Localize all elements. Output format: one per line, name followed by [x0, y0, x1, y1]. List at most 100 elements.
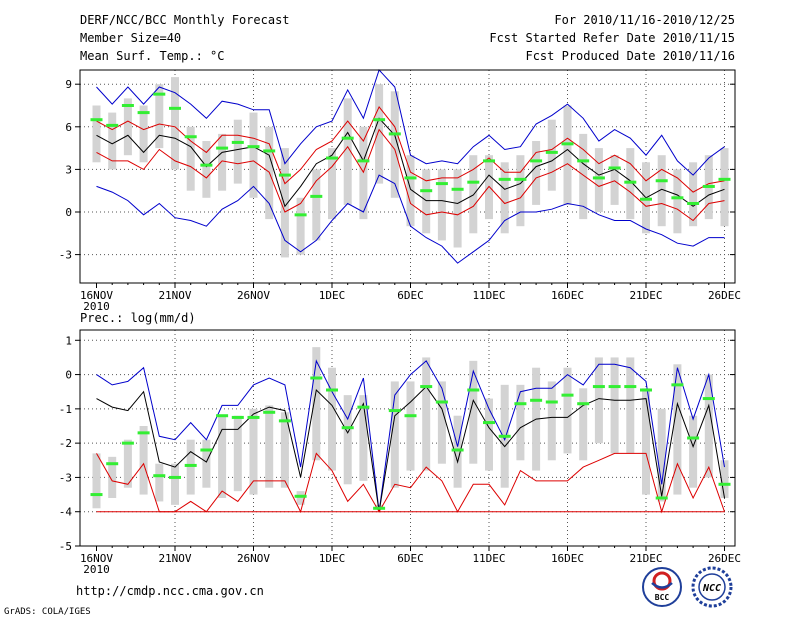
temp-median-marker	[435, 182, 448, 186]
prec-box	[626, 357, 635, 454]
temp-box	[453, 169, 462, 248]
prec-xtick-label: 21DEC	[629, 552, 662, 565]
temp-median-marker	[545, 150, 558, 154]
prec-median-marker	[530, 398, 543, 402]
temp-median-marker	[404, 176, 417, 180]
prec-line-mean	[96, 385, 725, 512]
prec-median-marker	[169, 475, 181, 479]
prec-median-marker	[624, 385, 637, 389]
prec-box	[359, 395, 368, 481]
temp-median-marker	[718, 177, 731, 181]
temp-box	[437, 169, 446, 241]
prec-median-marker	[545, 400, 558, 404]
prec-box	[233, 415, 242, 492]
temp-box	[202, 141, 211, 198]
temp-box	[563, 105, 572, 205]
temp-box	[610, 155, 619, 205]
temp-median-marker	[702, 184, 715, 188]
temp-median-marker	[514, 177, 527, 181]
temp-median-marker	[671, 196, 684, 200]
prec-median-marker	[671, 383, 684, 387]
prec-median-marker	[278, 419, 291, 423]
temp-median-marker	[577, 159, 590, 163]
prec-median-marker	[702, 397, 715, 401]
temp-xtick-label: 11DEC	[472, 289, 505, 302]
temp-xtick-label: 6DEC	[397, 289, 424, 302]
temp-line-mean_minus_sd	[96, 128, 725, 222]
prec-ytick-label: -4	[59, 506, 73, 519]
temp-xtick-sublabel: 2010	[83, 300, 110, 313]
temp-xtick-label: 26DEC	[708, 289, 741, 302]
temp-median-marker	[216, 146, 229, 150]
prec-median-marker	[687, 436, 700, 440]
prec-box	[720, 460, 729, 498]
temp-frame	[79, 69, 736, 284]
temp-box	[171, 77, 179, 170]
forecast-period: For 2010/11/16-2010/12/25	[554, 13, 735, 27]
prec-box	[312, 347, 321, 461]
temp-median-marker	[184, 135, 197, 139]
temp-median-marker	[106, 123, 119, 127]
temp-median-marker	[608, 166, 621, 170]
prec-ytick-label: 0	[65, 369, 72, 382]
temp-box	[155, 84, 164, 149]
temp-median-marker	[640, 197, 652, 201]
prec-median-marker	[451, 448, 464, 452]
prec-box	[328, 367, 336, 471]
prec-median-marker	[420, 385, 433, 389]
temp-box	[547, 119, 556, 191]
prec-box	[422, 357, 431, 471]
prec-box	[563, 367, 572, 454]
prec-median-marker	[247, 415, 260, 419]
ncc-logo: NCC	[691, 566, 733, 608]
prec-median-marker	[640, 388, 652, 392]
temp-box	[532, 141, 541, 205]
temp-median-marker	[655, 179, 668, 183]
temp-line-max	[96, 69, 725, 176]
prec-box	[171, 463, 179, 505]
temp-box	[390, 91, 399, 198]
temp-box	[296, 197, 305, 255]
prec-median-marker	[200, 448, 213, 452]
temp-median-marker	[624, 180, 637, 184]
temp-box	[594, 148, 603, 212]
temp-box	[218, 133, 227, 191]
prec-median-marker	[498, 434, 511, 438]
temp-median-marker	[357, 159, 370, 163]
temp-median-marker	[388, 132, 401, 136]
temp-box	[249, 112, 258, 198]
prec-box	[437, 381, 446, 464]
prec-box	[202, 439, 211, 488]
temp-median-marker	[231, 140, 244, 144]
temp-ytick-label: -3	[59, 249, 72, 262]
temp-median-marker	[169, 106, 181, 110]
temp-median-marker	[530, 159, 543, 163]
temp-median-marker	[373, 118, 386, 122]
prec-median-marker	[357, 405, 370, 409]
temp-median-marker	[451, 187, 464, 191]
prec-xtick-label: 11DEC	[472, 552, 505, 565]
prec-median-marker	[106, 462, 119, 466]
prec-box	[642, 388, 650, 495]
prec-median-marker	[655, 496, 668, 500]
temp-line-min	[96, 174, 725, 264]
prec-box	[296, 491, 305, 505]
prec-xtick-label: 6DEC	[397, 552, 424, 565]
prec-ytick-label: -2	[59, 437, 72, 450]
temp-median-marker	[310, 194, 323, 198]
prec-ytick-label: -3	[59, 471, 72, 484]
prec-median-marker	[231, 415, 244, 419]
prec-box	[343, 395, 352, 485]
temp-median-marker	[247, 145, 260, 149]
temp-median-marker	[341, 136, 354, 140]
ncc-logo-text: NCC	[702, 583, 721, 594]
prec-box	[579, 388, 588, 461]
temp-box	[689, 162, 698, 227]
prec-median-marker	[404, 414, 417, 418]
prec-median-marker	[326, 388, 338, 392]
temp-box	[657, 155, 666, 227]
prec-box	[406, 381, 415, 471]
temp-panel-title: Mean Surf. Temp.: °C	[80, 49, 225, 63]
temp-median-marker	[326, 156, 338, 160]
temp-box	[108, 112, 117, 170]
